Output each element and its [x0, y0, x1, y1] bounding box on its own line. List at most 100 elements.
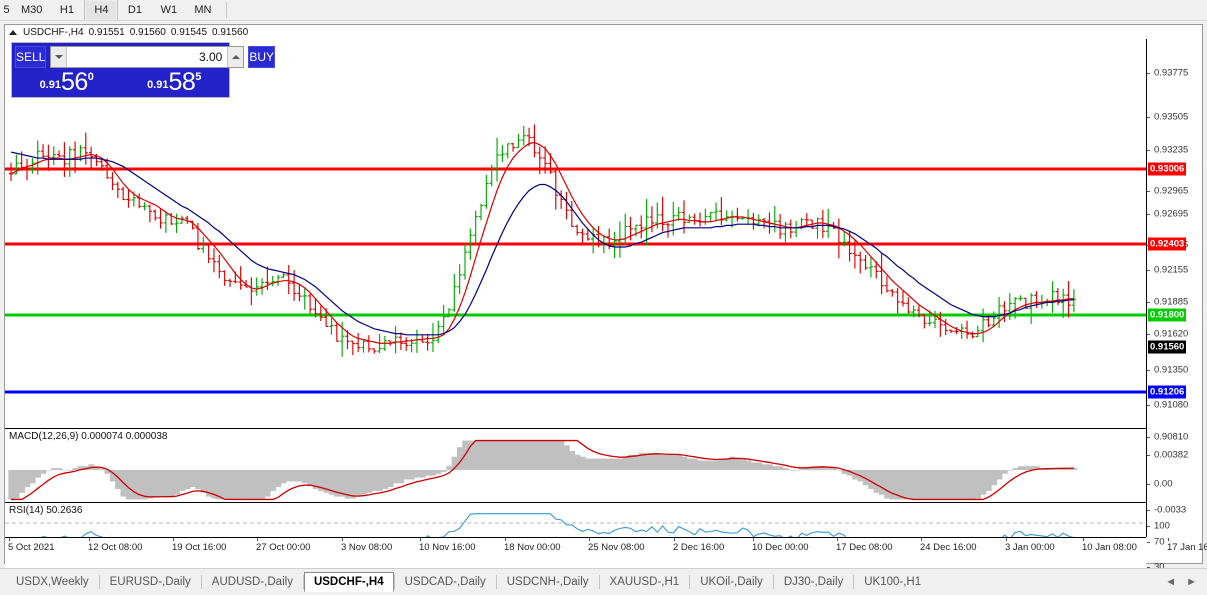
price-level-tag[interactable]: 0.91560	[1148, 340, 1187, 354]
ohlc-low: 0.91545	[170, 26, 208, 38]
moving-average-slow	[10, 151, 1074, 336]
price-tick-label: 0.91620	[1154, 328, 1189, 340]
ohlc-high: 0.91560	[129, 26, 166, 38]
chart-tab-usdchf-h4[interactable]: USDCHF-,H4	[303, 572, 394, 592]
rsi-tick-mark	[1147, 542, 1150, 543]
time-tick-label: 10 Jan 08:00	[1082, 542, 1137, 553]
price-tick-mark	[1147, 191, 1150, 192]
timeframe-button-w1[interactable]: W1	[160, 4, 178, 16]
price-pane-canvas[interactable]	[5, 39, 1146, 428]
chart-tab-uk100-h1[interactable]: UK100-,H1	[864, 576, 922, 588]
time-tick-label: 27 Oct 00:00	[256, 542, 311, 553]
sell-button[interactable]: SELL	[15, 46, 47, 68]
chart-window: USDCHF-,H4 0.91551 0.91560 0.91545 0.915…	[4, 24, 1207, 587]
time-tick-label: 10 Nov 16:00	[419, 542, 476, 553]
macd-signal-line	[11, 439, 1074, 501]
time-tick-mark	[921, 538, 922, 541]
price-level-tag[interactable]: 0.92403	[1148, 237, 1187, 251]
sell-price-main: 56	[60, 67, 88, 96]
time-tick-label: 3 Nov 08:00	[341, 542, 393, 553]
tab-divider	[689, 575, 691, 589]
time-tick-mark	[1083, 538, 1084, 541]
macd-pane-canvas[interactable]	[5, 429, 1146, 502]
price-tick-mark	[1147, 437, 1150, 438]
timeframe-button-m30[interactable]: M30	[21, 4, 43, 16]
time-tick-mark	[753, 538, 754, 541]
volume-input[interactable]	[67, 47, 228, 67]
time-tick-mark	[1006, 538, 1007, 541]
volume-increase-button[interactable]	[227, 47, 244, 67]
price-tick-label: 0.93505	[1154, 111, 1189, 123]
macd-pane: MACD(12,26,9) 0.000074 0.000038	[5, 428, 1146, 502]
rsi-tick-label: 100	[1154, 520, 1170, 532]
price-axis[interactable]: 0.93775 0.93505 0.93235 0.92965 0.92695 0.924…	[1146, 39, 1202, 587]
chart-tab-usdcad-daily[interactable]: USDCAD-,Daily	[404, 576, 486, 588]
time-tick-mark	[257, 538, 258, 541]
timeframe-button-h4[interactable]: H4	[84, 0, 119, 20]
tab-divider	[98, 575, 100, 589]
macd-chart-svg	[8, 439, 1078, 501]
chart-tab-ukoil-daily[interactable]: UKOil-,Daily	[700, 576, 763, 588]
chart-tab-bar: USDX,Weekly EURUSD-,Daily AUDUSD-,Daily USD…	[0, 568, 1207, 595]
buy-price-button[interactable]: 0.91 58 5	[122, 69, 226, 94]
time-axis[interactable]: 5 Oct 2021 12 Oct 08:00 19 Oct 16:00 27 Oct…	[5, 537, 1207, 563]
macd-tick-label: -0.0033	[1154, 504, 1187, 516]
chevron-down-icon	[54, 55, 63, 59]
rsi-tick-mark	[1147, 526, 1150, 527]
price-level-tag[interactable]: 0.91206	[1148, 385, 1187, 399]
ohlc-close: 0.91560	[212, 26, 249, 38]
volume-decrease-button[interactable]	[51, 47, 68, 67]
chart-tab-usdcnh-daily[interactable]: USDCNH-,Daily	[506, 576, 589, 588]
price-tick-mark	[1147, 334, 1150, 335]
chart-tab-eurusd-daily[interactable]: EURUSD-,Daily	[109, 576, 191, 588]
buy-price-prefix: 0.91	[147, 79, 169, 91]
price-tick-label: 0.91885	[1154, 296, 1189, 308]
tab-divider	[598, 575, 600, 589]
tab-scroll-left-icon[interactable]: ◄	[1165, 576, 1177, 588]
collapse-triangle-icon[interactable]	[9, 29, 17, 35]
price-tick-label: 0.91350	[1154, 364, 1189, 376]
price-tick-mark	[1147, 370, 1150, 371]
macd-tick-mark	[1147, 510, 1150, 511]
sell-price-fraction: 0	[87, 71, 94, 83]
ohlc-open: 0.91551	[88, 26, 125, 38]
price-tick-label: 0.92695	[1154, 208, 1189, 220]
price-level-tag[interactable]: 0.93006	[1148, 162, 1187, 176]
time-tick-label: 5 Oct 2021	[8, 542, 55, 553]
time-tick-mark	[420, 538, 421, 541]
price-tick-label: 0.91080	[1154, 399, 1189, 411]
sell-price-prefix: 0.91	[39, 79, 61, 91]
tab-scroll-right-icon[interactable]: ►	[1186, 576, 1197, 588]
time-tick-label: 24 Dec 16:00	[920, 542, 977, 553]
timeframe-button-h1[interactable]: H1	[59, 4, 74, 16]
price-pane	[5, 39, 1146, 428]
time-tick-label: 19 Oct 16:00	[172, 542, 227, 553]
chart-tab-usdx-weekly[interactable]: USDX,Weekly	[16, 576, 89, 588]
price-tick-label: 0.93235	[1154, 144, 1189, 156]
one-click-trade-prices: 0.91 56 0 0.91 58 5	[15, 68, 226, 94]
chart-symbol-label: USDCHF-,H4	[23, 26, 84, 38]
time-tick-mark	[589, 538, 590, 541]
sell-price-button[interactable]: 0.91 56 0	[15, 67, 119, 96]
timeframe-button-m5[interactable]: 5	[3, 4, 10, 16]
time-tick-mark	[674, 538, 675, 541]
rsi-tick-label: 30	[1154, 561, 1165, 573]
price-tick-mark	[1147, 150, 1150, 151]
timeframe-button-mn[interactable]: MN	[194, 4, 212, 16]
toolbar-separator	[226, 2, 228, 18]
timeframe-toolbar: 5 M30 H1 H4 D1 W1 MN	[0, 0, 1207, 21]
time-tick-mark	[173, 538, 174, 541]
buy-button[interactable]: BUY	[248, 46, 276, 68]
chart-tab-audusd-daily[interactable]: AUDUSD-,Daily	[211, 576, 293, 588]
tab-divider	[302, 575, 304, 589]
chart-tab-xauusd-h1[interactable]: XAUUSD-,H1	[609, 576, 680, 588]
timeframe-button-d1[interactable]: D1	[127, 4, 142, 16]
macd-tick-mark	[1147, 455, 1150, 456]
chart-tab-dj30-daily[interactable]: DJ30-,Daily	[783, 576, 844, 588]
price-tick-label: 0.92155	[1154, 264, 1189, 276]
price-level-tag[interactable]: 0.91800	[1148, 308, 1187, 322]
price-tick-label: 0.92965	[1154, 185, 1189, 197]
volume-stepper	[50, 46, 245, 68]
time-tick-label: 3 Jan 00:00	[1005, 542, 1055, 553]
one-click-trading-panel: SELL BUY 0.91 56 0	[11, 42, 276, 98]
